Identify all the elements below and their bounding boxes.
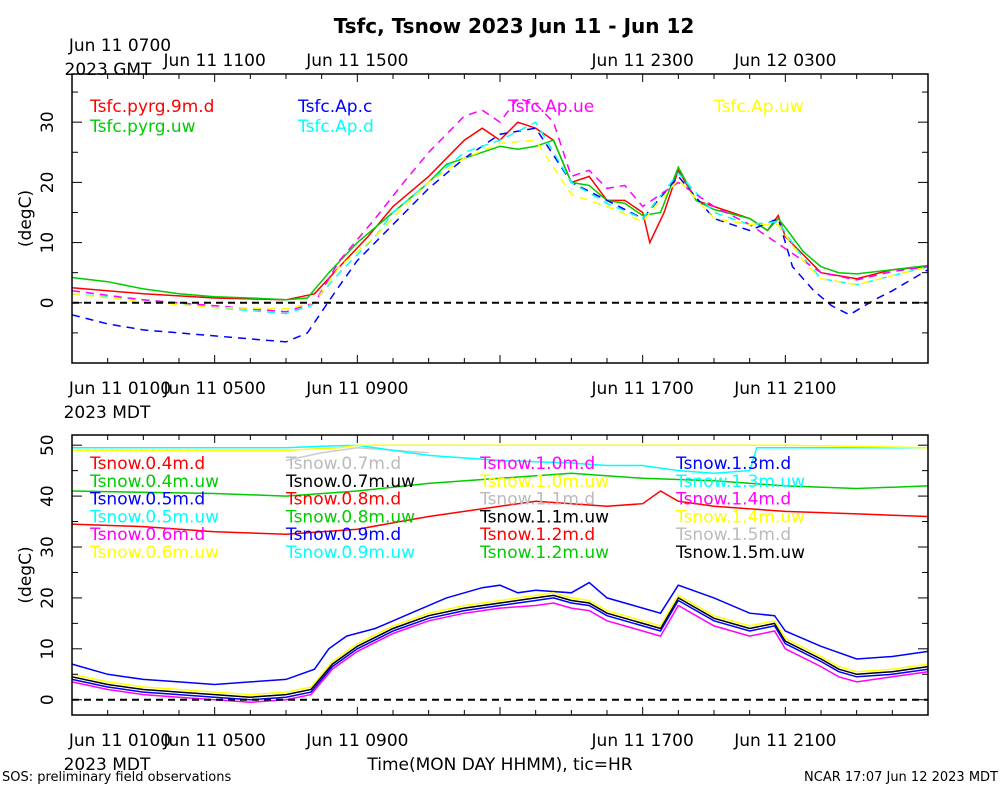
legend-tsfc-ap-c: Tsfc.Ap.c [297,97,372,117]
time-tick-label: Jun 11 0500 [163,731,266,751]
legend-tsnow-0-7m-d: Tsnow.0.7m.d [285,454,401,474]
y-tick-label: 30 [38,111,58,133]
legend-tsnow-0-5m-d: Tsnow.0.5m.d [89,490,205,510]
legend-tsfc-ap-uw: Tsfc.Ap.uw [713,97,804,117]
time-tick-label: Jun 11 1700 [591,731,694,751]
legend-tsnow-0-6m-d: Tsnow.0.6m.d [89,525,205,545]
time-tick-label: Jun 11 2100 [733,731,836,751]
y-tick-label: 10 [38,232,58,254]
y-tick-label: 20 [38,587,58,609]
series-tsnow-1-1m-uw [71,594,929,698]
series-tsnow-0-5m-d [71,581,929,686]
time-tick-label: Jun 11 1500 [305,51,408,71]
legend-tsnow-1-5m-uw: Tsnow.1.5m.uw [675,543,805,563]
legend-tsnow-1-1m-d: Tsnow.1.1m.d [479,490,595,510]
legend-tsnow-1-1m-uw: Tsnow.1.1m.uw [479,507,609,527]
time-tick-label: Jun 11 1100 [163,51,266,71]
legend-tsfc-pyrg-9m-d: Tsfc.pyrg.9m.d [89,97,214,117]
series-tsfc-pyrg-uw [71,139,929,301]
legend-tsnow-1-0m-uw: Tsnow.1.0m.uw [479,472,609,492]
legend-tsnow-0-9m-d: Tsnow.0.9m.d [285,525,401,545]
tsnow-legend: Tsnow.0.4m.dTsnow.0.4m.uwTsnow.0.5m.dTsn… [89,454,805,563]
legend-tsnow-0-7m-uw: Tsnow.0.7m.uw [285,472,415,492]
series-tsnow-0-6m-d [71,602,929,704]
chart-title: Tsfc, Tsnow 2023 Jun 11 - Jun 12 [334,14,695,38]
tsfc-series-group [71,97,929,343]
legend-tsnow-1-0m-d: Tsnow.1.0m.d [479,454,595,474]
legend-tsnow-0-4m-d: Tsnow.0.4m.d [89,454,205,474]
legend-tsnow-1-3m-uw: Tsnow.1.3m.uw [675,472,805,492]
tsnow-series-group [71,444,929,704]
time-tick-label: Jun 11 2100 [733,379,836,399]
series-tsfc-ap-d [71,121,929,315]
legend-tsfc-ap-d: Tsfc.Ap.d [297,117,374,137]
tsnow-ylabel: (degC) [16,546,36,603]
series-tsfc-ap-ue [71,97,929,313]
gmt-year-label: 2023 GMT [65,60,153,80]
tsnow-plot-frame [71,434,929,716]
series-tsnow-0-9m-d [71,597,929,701]
tsnow-axes: 0 10 20 30 40 50 [38,434,929,715]
legend-tsnow-0-6m-uw: Tsnow.0.6m.uw [89,543,219,563]
legend-tsfc-ap-ue: Tsfc.Ap.ue [507,97,594,117]
y-tick-label: 30 [38,536,58,558]
tsfc-axes: 0 10 20 30 [38,74,929,364]
legend-tsnow-0-5m-uw: Tsnow.0.5m.uw [89,507,219,527]
y-tick-label: 20 [38,172,58,194]
mdt-year-label-bottom: 2023 MDT [64,755,151,775]
y-tick-label: 0 [38,297,58,308]
series-tsnow-0-7m-d [285,446,429,462]
mdt-year-label: 2023 MDT [64,403,151,423]
footer-right: NCAR 17:07 Jun 12 2023 MDT [804,770,998,785]
legend-tsfc-pyrg-uw: Tsfc.pyrg.uw [89,117,196,137]
series-tsnow-1-3m-uw [72,444,928,474]
series-tsnow-1-4m-uw [72,444,929,452]
time-tick-label: Jun 12 0300 [733,51,836,71]
tsfc-legend: Tsfc.pyrg.9m.dTsfc.pyrg.uwTsfc.Ap.cTsfc.… [89,97,804,137]
legend-tsnow-1-4m-uw: Tsnow.1.4m.uw [675,507,805,527]
legend-tsnow-0-4m-uw: Tsnow.0.4m.uw [89,472,219,492]
x-axis-label: Time(MON DAY HHMM), tic=HR [366,755,632,775]
series-tsnow-0-6m-uw [71,592,929,696]
series-tsnow-0-4m-uw [71,472,929,497]
y-tick-label: 50 [38,434,58,456]
mdt-tick-labels-lower: Jun 11 0500 Jun 11 0900 Jun 11 1700 Jun 11 … [163,731,837,751]
time-tick-label: Jun 11 0500 [163,379,266,399]
y-tick-label: 40 [38,485,58,507]
legend-tsnow-1-5m-d: Tsnow.1.5m.d [675,525,791,545]
gmt-tick-labels: Jun 11 1100 Jun 11 1500 Jun 11 2300 Jun 12 … [163,51,837,71]
footer-left: SOS: preliminary field observations [2,770,231,785]
time-tick-label: Jun 11 1700 [591,379,694,399]
legend-tsnow-1-4m-d: Tsnow.1.4m.d [675,490,791,510]
tsfc-ylabel: (degC) [16,190,36,247]
legend-tsnow-0-9m-uw: Tsnow.0.9m.uw [285,543,415,563]
mdt-start-label-bottom: Jun 11 0100 [68,731,171,751]
mdt-tick-labels-upper: Jun 11 0500 Jun 11 0900 Jun 11 1700 Jun 11 … [163,379,837,399]
legend-tsnow-0-8m-d: Tsnow.0.8m.d [285,490,401,510]
y-tick-label: 10 [38,638,58,660]
time-tick-label: Jun 11 0900 [305,731,408,751]
time-tick-label: Jun 11 2300 [591,51,694,71]
legend-tsnow-0-8m-uw: Tsnow.0.8m.uw [285,507,415,527]
mdt-start-label: Jun 11 0100 [68,379,171,399]
gmt-start-label: Jun 11 0700 [68,36,171,56]
series-tsnow-1-2m-d [71,490,929,536]
legend-tsnow-1-2m-d: Tsnow.1.2m.d [479,525,595,545]
legend-tsnow-1-2m-uw: Tsnow.1.2m.uw [479,543,609,563]
y-tick-label: 0 [38,694,58,705]
series-tsfc-ap-uw [71,139,929,310]
tsfc-plot-frame [71,73,929,364]
time-tick-label: Jun 11 0900 [305,379,408,399]
series-tsfc-ap-c [71,127,929,343]
legend-tsnow-1-3m-d: Tsnow.1.3m.d [675,454,791,474]
